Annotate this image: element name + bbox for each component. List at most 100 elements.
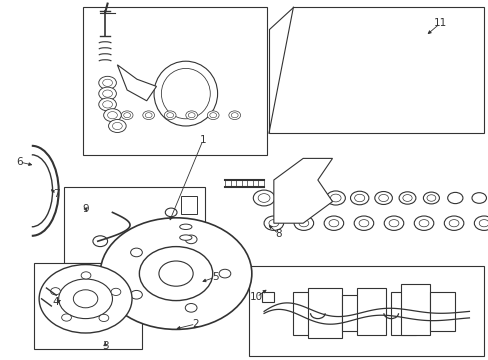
- Circle shape: [102, 101, 112, 108]
- Circle shape: [102, 79, 112, 86]
- Circle shape: [293, 216, 313, 230]
- Circle shape: [301, 191, 321, 205]
- Circle shape: [99, 98, 116, 111]
- Circle shape: [81, 272, 91, 279]
- Circle shape: [107, 112, 117, 119]
- Circle shape: [142, 111, 154, 120]
- Circle shape: [444, 216, 463, 230]
- Circle shape: [93, 236, 107, 247]
- Circle shape: [350, 191, 368, 205]
- Ellipse shape: [180, 235, 192, 240]
- Ellipse shape: [154, 61, 217, 126]
- FancyBboxPatch shape: [63, 187, 205, 263]
- Circle shape: [447, 192, 462, 204]
- Circle shape: [188, 113, 195, 118]
- Circle shape: [473, 216, 488, 230]
- Circle shape: [231, 113, 238, 118]
- Circle shape: [145, 113, 152, 118]
- Circle shape: [164, 111, 176, 120]
- Circle shape: [159, 261, 193, 286]
- Circle shape: [121, 111, 133, 120]
- Circle shape: [282, 194, 293, 202]
- Circle shape: [100, 218, 251, 329]
- Circle shape: [99, 76, 116, 89]
- Circle shape: [423, 192, 439, 204]
- Bar: [293, 292, 317, 335]
- Bar: [307, 288, 342, 338]
- Circle shape: [99, 87, 116, 100]
- Circle shape: [388, 220, 398, 227]
- Text: 6: 6: [16, 157, 23, 167]
- Circle shape: [478, 220, 488, 227]
- Bar: [429, 292, 454, 331]
- Circle shape: [123, 113, 130, 118]
- Circle shape: [306, 194, 317, 202]
- Bar: [390, 292, 415, 335]
- Circle shape: [398, 192, 415, 204]
- Circle shape: [413, 216, 433, 230]
- Circle shape: [50, 288, 60, 295]
- Text: 1: 1: [199, 135, 206, 145]
- FancyBboxPatch shape: [249, 266, 483, 356]
- Circle shape: [185, 111, 197, 120]
- Text: 2: 2: [192, 319, 199, 329]
- Text: 7: 7: [53, 189, 60, 199]
- Ellipse shape: [180, 224, 192, 230]
- Circle shape: [219, 269, 230, 278]
- Circle shape: [165, 208, 177, 217]
- Circle shape: [330, 194, 340, 202]
- Circle shape: [268, 220, 278, 227]
- Circle shape: [298, 220, 308, 227]
- Circle shape: [448, 220, 458, 227]
- Text: 10: 10: [250, 292, 263, 302]
- Circle shape: [207, 111, 219, 120]
- Circle shape: [209, 113, 216, 118]
- Circle shape: [328, 220, 338, 227]
- Circle shape: [258, 194, 269, 202]
- FancyBboxPatch shape: [34, 263, 142, 349]
- Circle shape: [185, 235, 197, 244]
- Polygon shape: [117, 65, 156, 101]
- Bar: [400, 284, 429, 335]
- Circle shape: [108, 120, 126, 132]
- Bar: [261, 292, 273, 302]
- Circle shape: [277, 190, 298, 206]
- Circle shape: [73, 290, 98, 308]
- Circle shape: [358, 220, 368, 227]
- Circle shape: [39, 265, 132, 333]
- Circle shape: [111, 288, 121, 296]
- Circle shape: [99, 314, 108, 321]
- Circle shape: [418, 220, 428, 227]
- Circle shape: [130, 248, 142, 257]
- Text: 11: 11: [432, 18, 446, 28]
- Text: 8: 8: [275, 229, 282, 239]
- Ellipse shape: [161, 68, 210, 119]
- Circle shape: [471, 193, 486, 203]
- Circle shape: [228, 111, 240, 120]
- Circle shape: [253, 190, 274, 206]
- Circle shape: [378, 194, 387, 202]
- Circle shape: [59, 279, 112, 319]
- Circle shape: [402, 195, 411, 201]
- Bar: [356, 288, 386, 335]
- Circle shape: [354, 194, 364, 202]
- Circle shape: [166, 113, 173, 118]
- Circle shape: [61, 314, 71, 321]
- Bar: [342, 295, 366, 331]
- Circle shape: [324, 216, 343, 230]
- Circle shape: [185, 303, 197, 312]
- Circle shape: [103, 109, 121, 122]
- Text: 4: 4: [53, 297, 60, 307]
- Circle shape: [112, 122, 122, 130]
- Circle shape: [353, 216, 373, 230]
- Text: 9: 9: [82, 204, 89, 214]
- FancyBboxPatch shape: [83, 7, 266, 155]
- Polygon shape: [273, 158, 332, 223]
- Circle shape: [374, 192, 391, 204]
- Circle shape: [139, 247, 212, 301]
- Text: 3: 3: [102, 341, 108, 351]
- Circle shape: [102, 90, 112, 97]
- Bar: [181, 196, 196, 214]
- Circle shape: [130, 291, 142, 299]
- Circle shape: [384, 216, 403, 230]
